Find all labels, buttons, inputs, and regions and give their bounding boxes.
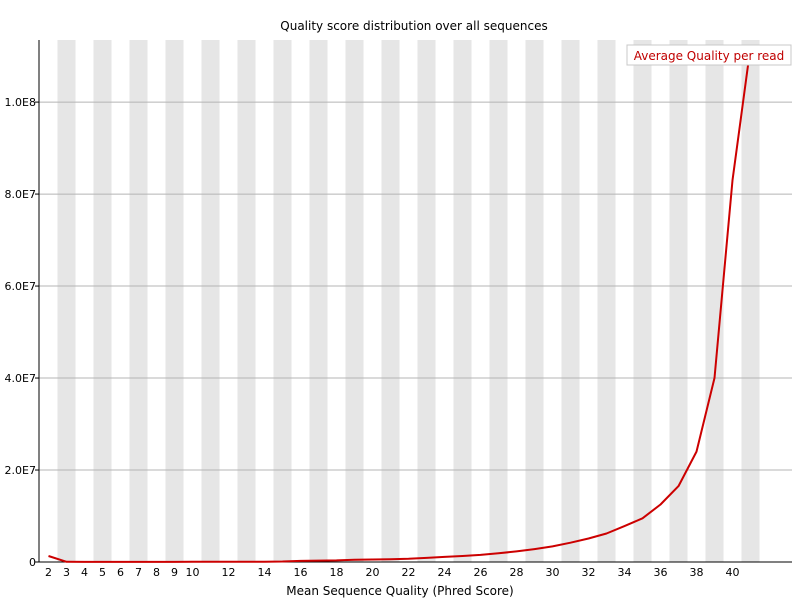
x-tick-label: 20 — [366, 566, 380, 579]
x-tick-label: 10 — [186, 566, 200, 579]
band-17 — [309, 40, 328, 562]
band-11 — [201, 40, 220, 562]
x-tick-label: 26 — [474, 566, 488, 579]
band-19 — [345, 40, 364, 562]
x-tick-label: 18 — [330, 566, 344, 579]
x-tick-label: 22 — [402, 566, 416, 579]
x-tick-labels: 2 3 4 5 6 7 8 9 10 12 14 16 18 20 22 24 26 28 30 32 34 36 38 40 — [45, 566, 740, 579]
legend: Average Quality per read — [626, 44, 792, 66]
band-27 — [489, 40, 508, 562]
band-25 — [453, 40, 472, 562]
band-35 — [633, 40, 652, 562]
legend-box — [626, 44, 792, 66]
x-tick-label: 4 — [81, 566, 88, 579]
y-tick-label: 2.0E7 — [5, 464, 36, 477]
x-tick-label: 6 — [117, 566, 124, 579]
x-axis-label: Mean Sequence Quality (Phred Score) — [286, 584, 514, 598]
x-tick-label: 24 — [438, 566, 452, 579]
x-tick-label: 12 — [222, 566, 236, 579]
band-15 — [273, 40, 292, 562]
y-tick-label: 1.0E8 — [5, 96, 36, 109]
x-tick-label: 36 — [654, 566, 668, 579]
series-line-average-quality — [48, 46, 752, 563]
band-23 — [417, 40, 436, 562]
band-31 — [561, 40, 580, 562]
band-9 — [165, 40, 184, 562]
y-tick-labels: 0 2.0E7 4.0E7 6.0E7 8.0E7 1.0E8 — [5, 96, 39, 569]
horizontal-gridlines — [39, 101, 792, 471]
band-33 — [597, 40, 616, 562]
band-41 — [741, 40, 760, 562]
x-tick-label: 8 — [153, 566, 160, 579]
band-7 — [129, 40, 148, 562]
x-tick-label: 30 — [546, 566, 560, 579]
band-3 — [57, 40, 76, 562]
x-tick-label: 38 — [690, 566, 704, 579]
band-37 — [669, 40, 688, 562]
x-tick-label: 3 — [63, 566, 70, 579]
legend-entry: Average Quality per read — [634, 49, 785, 63]
y-tick-label: 4.0E7 — [5, 372, 36, 385]
band-13 — [237, 40, 256, 562]
y-tick-label: 8.0E7 — [5, 188, 36, 201]
chart-title: Quality score distribution over all sequ… — [280, 19, 547, 33]
x-tick-label: 14 — [258, 566, 272, 579]
alternating-bands — [57, 40, 760, 562]
band-39 — [705, 40, 724, 562]
x-tick-label: 9 — [171, 566, 178, 579]
x-tick-label: 40 — [726, 566, 740, 579]
x-tick-label: 2 — [45, 566, 52, 579]
x-tick-label: 34 — [618, 566, 632, 579]
band-21 — [381, 40, 400, 562]
y-tick-label: 0 — [29, 556, 36, 569]
x-tick-label: 32 — [582, 566, 596, 579]
y-tick-label: 6.0E7 — [5, 280, 36, 293]
x-tick-label: 28 — [510, 566, 524, 579]
x-tick-label: 5 — [99, 566, 106, 579]
x-tick-label: 16 — [294, 566, 308, 579]
x-tick-label: 7 — [135, 566, 142, 579]
band-29 — [525, 40, 544, 562]
band-5 — [93, 40, 112, 562]
